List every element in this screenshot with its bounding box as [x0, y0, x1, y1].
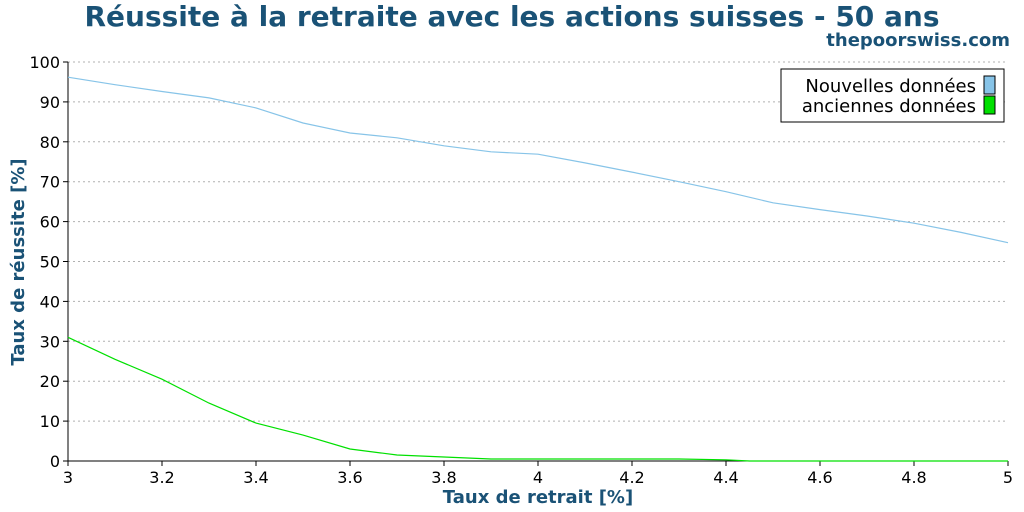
legend-box — [780, 68, 1005, 123]
x-tick-label: 3 — [63, 468, 73, 487]
y-axis-label: Taux de réussite [%] — [8, 158, 29, 365]
legend-swatch-nouvelles-donnees — [983, 75, 996, 95]
y-tick-label: 10 — [40, 412, 60, 431]
x-tick-label: 3.6 — [337, 468, 362, 487]
y-tick-label: 80 — [40, 133, 60, 152]
legend-label-nouvelles-donnees: Nouvelles données — [805, 76, 976, 97]
watermark: thepoorswiss.com — [826, 30, 1010, 51]
y-tick-label: 70 — [40, 173, 60, 192]
axes: 0 10 20 30 40 50 60 70 80 90 100 3 3.2 3.4 3.6 3.8 4 4.2 4… — [29, 53, 1013, 487]
x-tick-label: 4.4 — [713, 468, 738, 487]
x-tick-label: 5 — [1003, 468, 1013, 487]
series-line-anciennes-donnees — [67, 336, 1008, 462]
y-tick-label: 50 — [40, 253, 60, 272]
y-tick-label: 40 — [40, 292, 60, 311]
x-tick-label: 3.8 — [431, 468, 456, 487]
x-tick-label: 4.2 — [619, 468, 644, 487]
y-tick-label: 0 — [50, 452, 60, 471]
y-tick-label: 100 — [29, 53, 60, 72]
y-tick-label: 20 — [40, 372, 60, 391]
legend-swatch-anciennes-donnees — [983, 95, 996, 115]
x-tick-label: 4.6 — [807, 468, 832, 487]
legend-label-anciennes-donnees: anciennes données — [802, 96, 976, 117]
x-tick-label: 4.8 — [901, 468, 926, 487]
chart-title: Réussite à la retraite avec les actions … — [84, 0, 939, 33]
y-tick-label: 60 — [40, 213, 60, 232]
x-tick-label: 3.2 — [149, 468, 174, 487]
x-tick-label: 4 — [533, 468, 543, 487]
y-tick-label: 30 — [40, 332, 60, 351]
y-tick-label: 90 — [40, 93, 60, 112]
x-axis-label: Taux de retrait [%] — [443, 487, 633, 508]
legend: Nouvelles données anciennes données — [780, 68, 1005, 123]
x-tick-label: 3.4 — [243, 468, 268, 487]
series-line-nouvelles-donnees — [67, 76, 1009, 244]
grid — [68, 61, 1008, 422]
series-lines — [67, 76, 1009, 462]
